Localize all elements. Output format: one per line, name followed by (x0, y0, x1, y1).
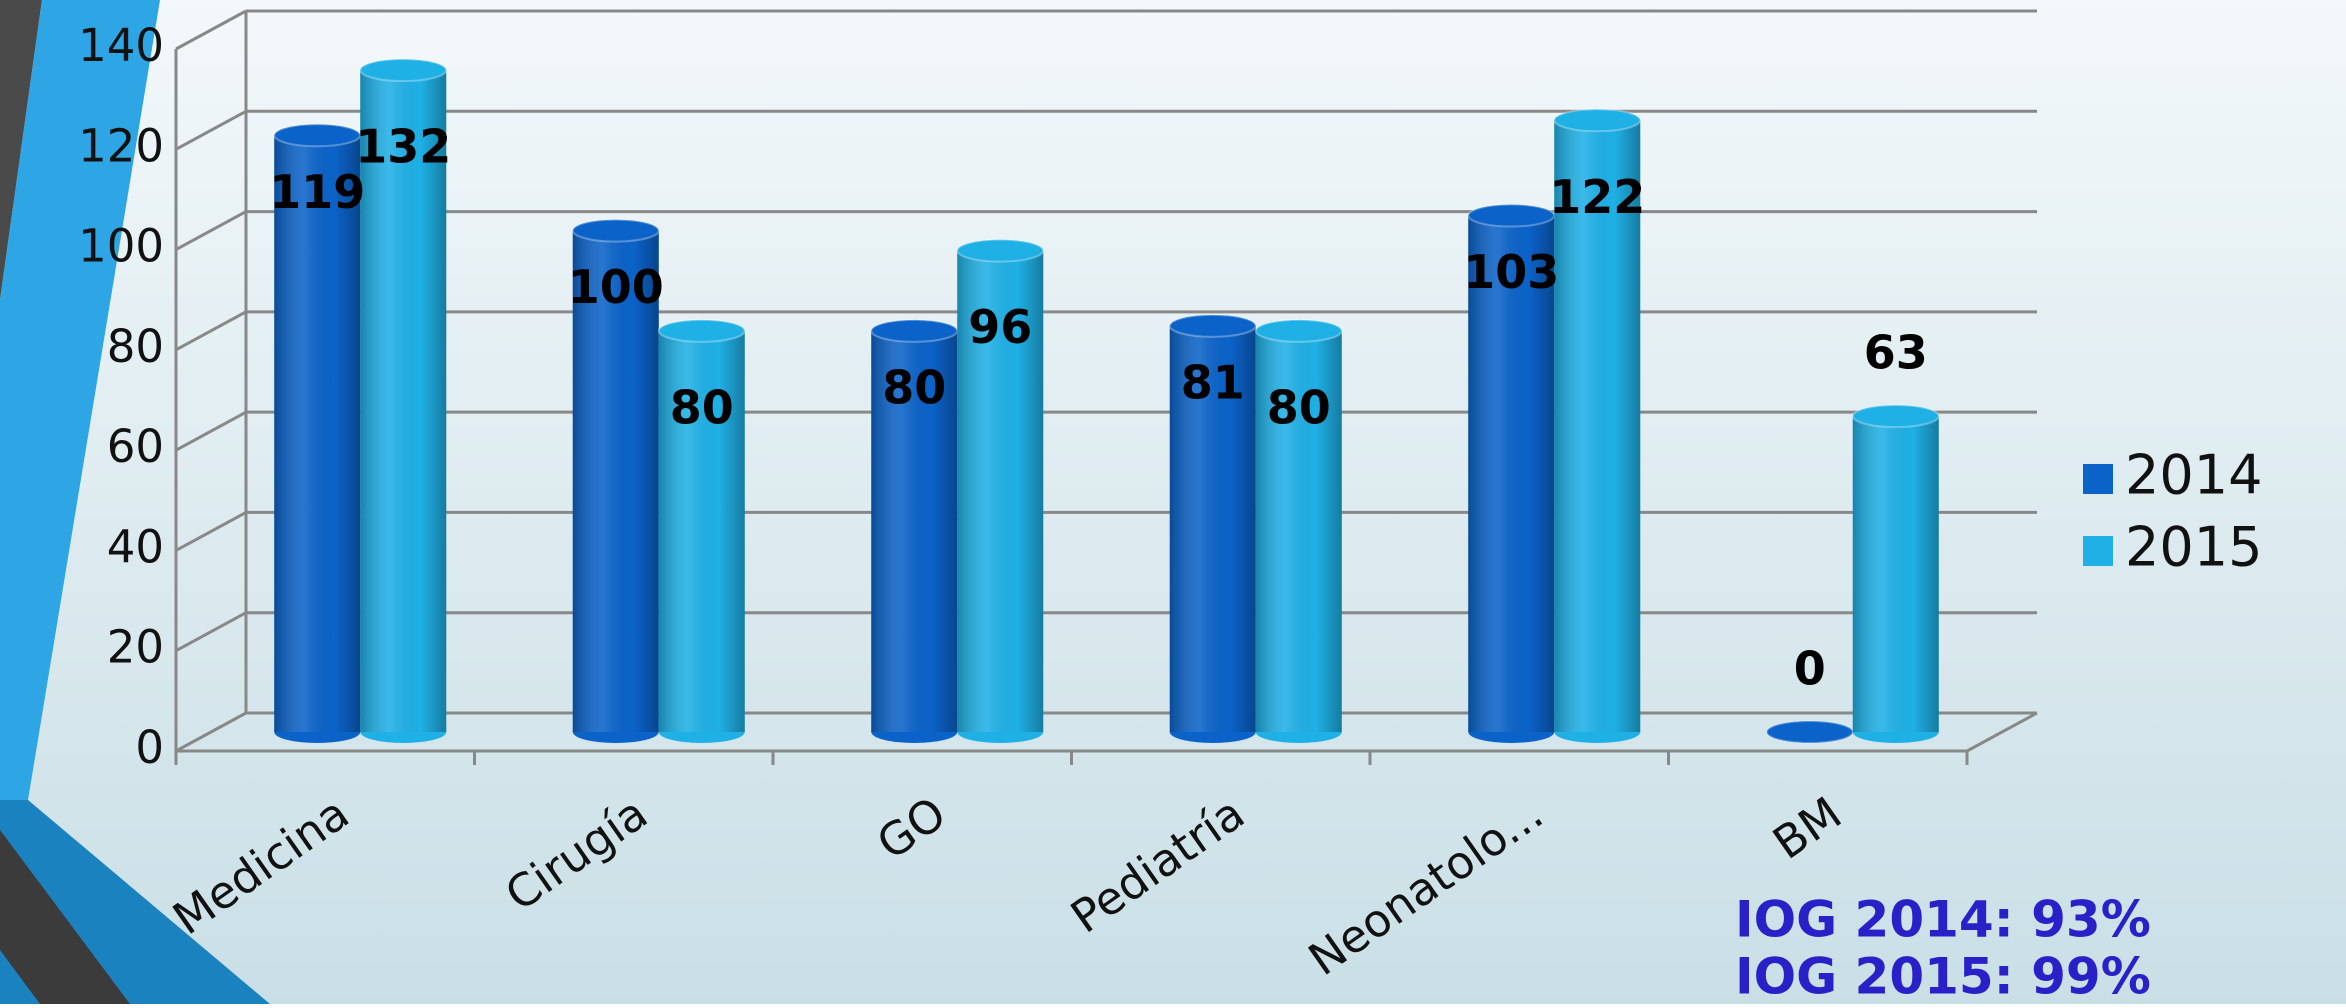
value-label: 81 (1181, 355, 1245, 409)
cylinder-top (273, 123, 362, 148)
value-label: 103 (1463, 245, 1559, 299)
y-tick-label: 60 (107, 420, 164, 473)
y-tick-label: 140 (78, 19, 164, 72)
cylinder (1467, 203, 1556, 743)
cylinder-shade (1852, 416, 1939, 732)
value-label: 122 (1549, 170, 1645, 224)
cylinder-top (359, 58, 448, 83)
cylinder-shade (274, 135, 361, 733)
grid-line (175, 611, 247, 653)
cylinder-shade (1554, 120, 1641, 732)
value-label: 119 (269, 165, 365, 219)
floor-edge (1966, 711, 2038, 753)
cylinder-shade (360, 70, 447, 733)
cylinder (359, 58, 448, 743)
grid-line (175, 210, 247, 251)
value-label: 132 (355, 120, 451, 174)
y-tick-label: 20 (107, 621, 164, 674)
cylinder-shade (658, 330, 745, 732)
cylinder (273, 123, 362, 743)
cylinder-shade (871, 330, 958, 732)
legend-swatch (2083, 464, 2113, 494)
value-label: 80 (1267, 380, 1331, 434)
grid-line (175, 511, 247, 552)
legend-label: 2015 (2125, 516, 2262, 579)
decor-stripe (0, 0, 160, 800)
cylinder (1254, 318, 1343, 743)
cylinder-shade (1255, 330, 1342, 732)
cylinder-top (1168, 313, 1257, 338)
grid-line (175, 711, 247, 753)
cylinder-top (1851, 404, 1940, 429)
value-label: 80 (882, 360, 946, 414)
y-tick-label: 40 (107, 520, 164, 573)
cylinder (870, 318, 959, 743)
cylinder (956, 238, 1045, 743)
y-tick-label: 100 (78, 220, 164, 273)
legend-swatch (2083, 536, 2113, 566)
cylinder (1851, 404, 1940, 743)
cylinder-top (1553, 108, 1642, 133)
cylinder-top (657, 318, 746, 343)
cylinder-shade (572, 230, 659, 733)
grid-line (175, 310, 247, 352)
cylinder-shade (1468, 215, 1555, 732)
annotation: IOG 2014: 93% (1735, 891, 2151, 949)
annotation: IOG 2015: 99% (1735, 948, 2151, 1005)
value-label: 0 (1794, 642, 1826, 696)
y-tick-label: 120 (78, 119, 164, 172)
cylinder-shade (957, 250, 1044, 732)
value-label: 100 (568, 260, 664, 314)
cylinder (657, 318, 746, 743)
legend-label: 2014 (2125, 444, 2262, 507)
cylinder-top (571, 218, 660, 243)
value-label: 63 (1864, 326, 1928, 380)
decor-stripe (0, 830, 130, 1004)
cylinder-top (1765, 720, 1854, 744)
cylinder-top (870, 318, 959, 343)
y-tick-label: 80 (107, 320, 164, 373)
value-label: 96 (968, 300, 1032, 354)
grid-line (175, 9, 247, 51)
cylinder (1765, 720, 1854, 744)
cylinder-top (956, 238, 1045, 263)
cylinder (1553, 108, 1642, 743)
cylinder-top (1254, 318, 1343, 343)
cylinder-shade (1169, 325, 1256, 732)
cylinder (571, 218, 660, 743)
y-tick-label: 0 (135, 721, 164, 774)
cylinder (1168, 313, 1257, 743)
grid-line (175, 109, 247, 151)
cylinder-top (1467, 203, 1556, 228)
grid-line (175, 410, 247, 452)
value-label: 80 (670, 380, 734, 434)
